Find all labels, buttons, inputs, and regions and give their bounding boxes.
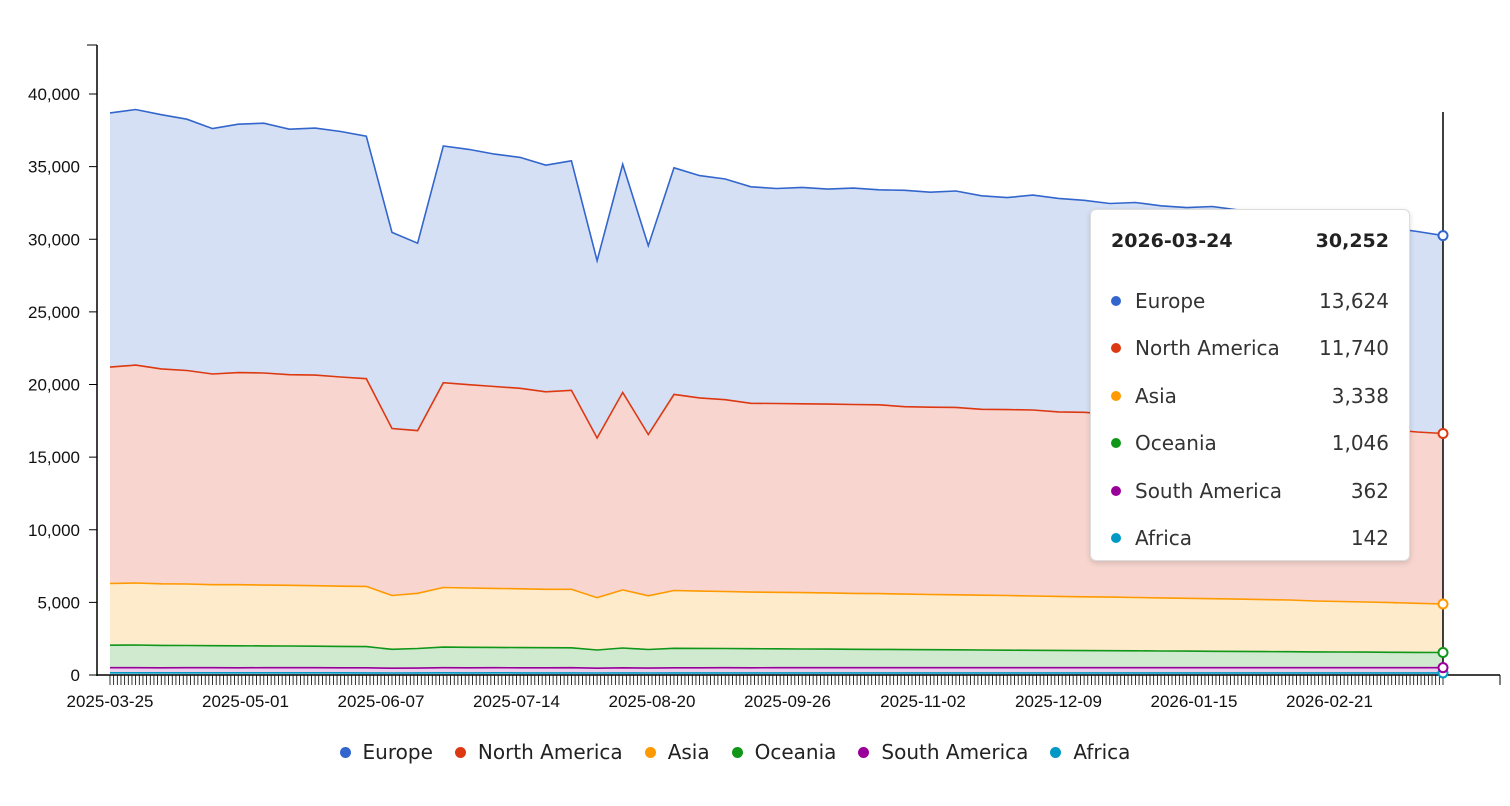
x-tick-label: 2025-05-01 <box>202 692 289 711</box>
hover-point-north-america <box>1437 427 1449 439</box>
tooltip: 2026-03-24 30,252 Europe 13,624 North Amer… <box>1090 209 1410 561</box>
legend-dot-icon <box>1050 746 1062 758</box>
tooltip-series-value: 142 <box>1350 526 1389 551</box>
tooltip-series-name: Europe <box>1135 288 1206 313</box>
x-tick-label: 2025-11-02 <box>880 692 966 711</box>
tooltip-series-name: North America <box>1135 336 1280 361</box>
tooltip-row: North America 11,740 <box>1111 325 1389 373</box>
y-tick-label: 5,000 <box>37 593 80 612</box>
tooltip-row: Europe 13,624 <box>1111 277 1389 325</box>
legend-dot-icon <box>858 746 870 758</box>
area-asia <box>110 583 1443 653</box>
x-tick-label: 2025-06-07 <box>338 692 425 711</box>
legend: Europe North America Asia Oceania South Amer… <box>0 740 1490 764</box>
tooltip-row: Asia 3,338 <box>1111 372 1389 420</box>
legend-dot-icon <box>644 746 656 758</box>
tooltip-series-name: Africa <box>1135 526 1193 551</box>
legend-item[interactable]: Oceania <box>731 740 837 764</box>
legend-dot-icon <box>339 746 351 758</box>
series-dot-icon <box>1111 438 1121 449</box>
legend-item[interactable]: Asia <box>644 740 710 764</box>
y-tick-label: 10,000 <box>28 521 80 540</box>
hover-point-europe <box>1437 230 1449 242</box>
y-tick-label: 0 <box>71 666 80 685</box>
legend-label: Oceania <box>754 740 837 764</box>
y-tick-label: 15,000 <box>28 448 80 467</box>
legend-item[interactable]: North America <box>454 740 623 764</box>
x-tick-label: 2026-02-21 <box>1286 692 1373 711</box>
line-south-america <box>110 666 1443 670</box>
area-south-america <box>110 667 1443 673</box>
line-oceania <box>109 644 1444 654</box>
line-europe <box>109 108 1444 264</box>
tooltip-row: Oceania 1,046 <box>1111 420 1389 468</box>
y-tick-label: 30,000 <box>28 230 80 249</box>
legend-label: Africa <box>1073 740 1131 764</box>
legend-item[interactable]: South America <box>858 740 1028 764</box>
x-tick-label: 2025-03-25 <box>67 692 154 711</box>
x-tick-label: 2025-08-20 <box>609 692 696 711</box>
x-tick-label: 2025-12-09 <box>1015 692 1102 711</box>
series-dot-icon <box>1111 485 1121 496</box>
hover-point-oceania <box>1437 646 1449 658</box>
legend-dot-icon <box>454 746 466 758</box>
tooltip-series-name: Asia <box>1135 383 1177 408</box>
series-dot-icon <box>1111 295 1121 306</box>
series-dot-icon <box>1111 533 1121 544</box>
legend-item[interactable]: Europe <box>339 740 433 764</box>
tooltip-series-value: 11,740 <box>1319 336 1389 361</box>
legend-label: North America <box>477 740 623 764</box>
tooltip-total: 30,252 <box>1315 230 1389 252</box>
tooltip-series-name: South America <box>1135 478 1282 503</box>
legend-label: Asia <box>667 740 710 764</box>
tooltip-row: Africa 142 <box>1111 515 1389 563</box>
series-dot-icon <box>1111 390 1121 401</box>
y-tick-label: 25,000 <box>28 303 80 322</box>
legend-label: South America <box>881 740 1029 764</box>
x-tick-label: 2026-01-15 <box>1150 692 1237 711</box>
y-tick-label: 40,000 <box>28 85 80 104</box>
tooltip-series-value: 13,624 <box>1319 288 1389 313</box>
x-tick-label: 2025-09-26 <box>744 692 831 711</box>
legend-label: Europe <box>362 740 433 764</box>
y-tick-label: 35,000 <box>28 158 80 177</box>
legend-item[interactable]: Africa <box>1050 740 1130 764</box>
tooltip-series-value: 3,338 <box>1331 383 1389 408</box>
series-dot-icon <box>1111 343 1121 354</box>
tooltip-series-value: 362 <box>1350 478 1389 503</box>
tooltip-date: 2026-03-24 <box>1111 230 1233 252</box>
line-asia <box>109 582 1444 605</box>
x-tick-label: 2025-07-14 <box>473 692 560 711</box>
hover-point-south-america <box>1437 662 1449 674</box>
tooltip-series-name: Oceania <box>1135 431 1217 456</box>
tooltip-header: 2026-03-24 30,252 <box>1111 230 1389 256</box>
legend-dot-icon <box>731 746 743 758</box>
hover-point-asia <box>1437 598 1449 610</box>
y-tick-label: 20,000 <box>28 376 80 395</box>
tooltip-row: South America 362 <box>1111 467 1389 515</box>
tooltip-series-value: 1,046 <box>1331 431 1389 456</box>
